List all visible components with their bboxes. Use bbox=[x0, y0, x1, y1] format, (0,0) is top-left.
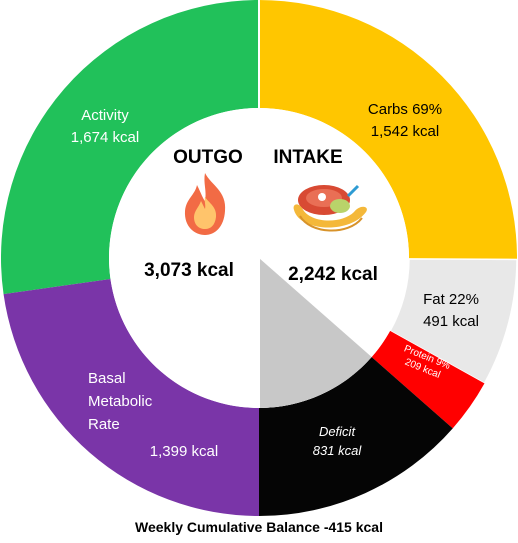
deficit-segment bbox=[259, 357, 453, 516]
bmr-value: 1,399 kcal bbox=[150, 443, 218, 460]
activity-label: Activity 1,674 kcal bbox=[71, 107, 139, 146]
intake-label: INTAKE bbox=[273, 147, 342, 168]
intake-segment-carbs bbox=[259, 0, 518, 260]
intake-segment-fat bbox=[389, 258, 518, 385]
food-icon bbox=[293, 184, 367, 232]
deficit-label: Deficit 831 kcal bbox=[313, 424, 363, 458]
outgo-total: 3,073 kcal bbox=[144, 260, 234, 281]
deficit-inner-wedge bbox=[259, 258, 372, 408]
intake-total: 2,242 kcal bbox=[288, 264, 378, 285]
outgo-segment-activity bbox=[0, 0, 259, 295]
carbs-label: Carbs 69% 1,542 kcal bbox=[368, 101, 442, 140]
outgo-segment-basal-metabolic-rate bbox=[3, 279, 260, 516]
intake-segment-protein bbox=[371, 330, 485, 429]
fat-label: Fat 22% 491 kcal bbox=[423, 291, 479, 330]
bmr-label: Basal Metabolic Rate bbox=[88, 370, 153, 433]
fire-icon bbox=[184, 173, 226, 235]
chart-caption: Weekly Cumulative Balance -415 kcal bbox=[135, 519, 383, 535]
outgo-label: OUTGO bbox=[173, 147, 243, 168]
